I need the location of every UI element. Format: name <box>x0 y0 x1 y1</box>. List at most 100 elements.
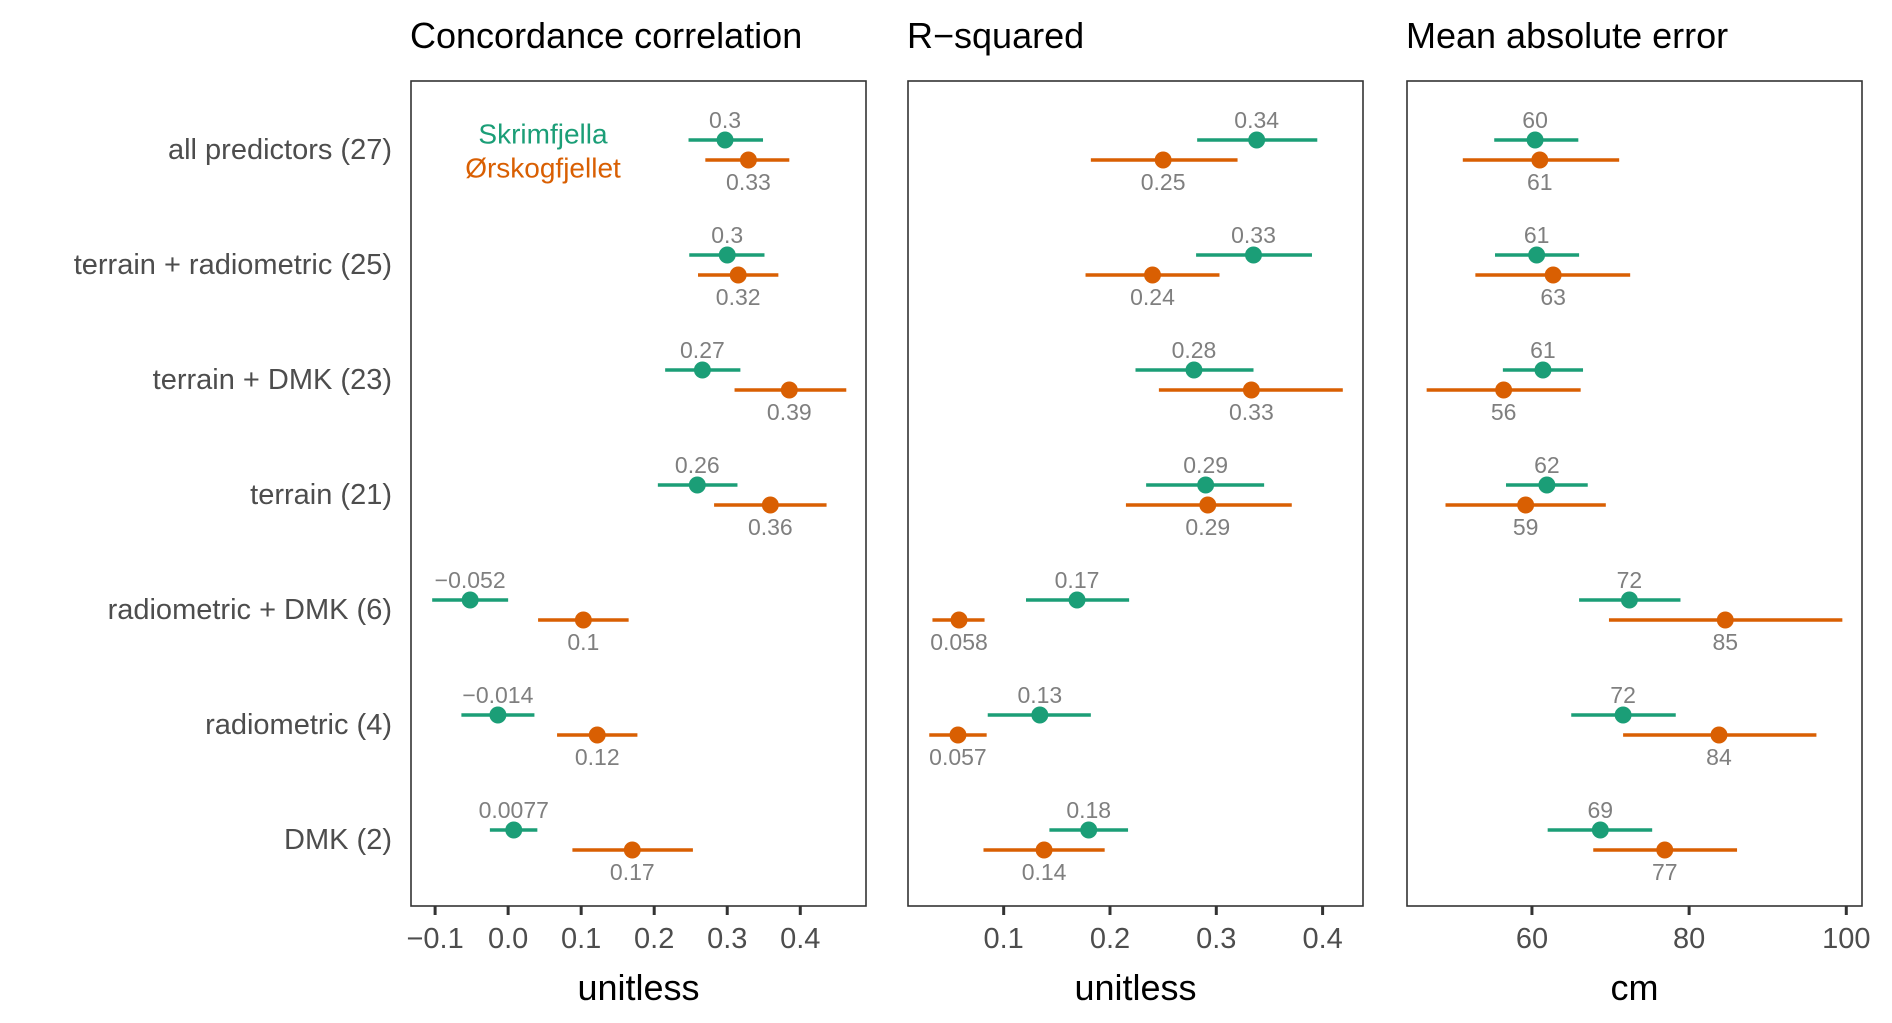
skrimfjella-estimate: 0.28 <box>1135 337 1254 379</box>
point-estimate <box>718 246 736 264</box>
value-label: 60 <box>1522 107 1548 133</box>
orskogfjellet-estimate: 0.12 <box>557 726 638 770</box>
value-label: 61 <box>1530 337 1556 363</box>
value-label: 0.28 <box>1172 337 1217 363</box>
point-estimate <box>780 381 798 399</box>
orskogfjellet-estimate: 0.057 <box>929 726 987 770</box>
x-tick-label: 80 <box>1673 923 1705 955</box>
orskogfjellet-estimate: 0.058 <box>930 611 988 655</box>
panel-frame <box>410 80 867 907</box>
value-label: 84 <box>1706 744 1732 770</box>
value-label: 77 <box>1652 859 1678 885</box>
value-label: −0.052 <box>435 567 506 593</box>
point-estimate <box>1544 266 1562 284</box>
value-label: 0.3 <box>709 107 741 133</box>
skrimfjella-estimate: −0.014 <box>461 682 535 724</box>
skrimfjella-estimate: 0.34 <box>1197 107 1318 149</box>
point-estimate <box>1031 706 1049 724</box>
panel-1: Concordance correlation −0.1 0.0 0.1 0.2 0.3 0… <box>406 15 867 1008</box>
point-estimate <box>693 361 711 379</box>
value-label: 0.39 <box>767 399 812 425</box>
orskogfjellet-estimate: 63 <box>1475 266 1631 310</box>
skrimfjella-estimate: 0.18 <box>1049 797 1129 839</box>
value-label: 0.14 <box>1022 859 1067 885</box>
value-label: 62 <box>1534 452 1560 478</box>
x-tick-label: 60 <box>1516 923 1548 955</box>
value-label: 69 <box>1588 797 1614 823</box>
point-estimate <box>1080 821 1098 839</box>
row-label: terrain (21) <box>250 479 392 511</box>
value-label: 0.17 <box>610 859 655 885</box>
x-tick-label: 0.3 <box>1196 923 1236 955</box>
row-label: terrain + DMK (23) <box>153 364 392 396</box>
point-estimate <box>1185 361 1203 379</box>
x-axis-title: unitless <box>577 967 699 1008</box>
value-label: 0.0077 <box>479 797 549 823</box>
point-estimate <box>505 821 523 839</box>
point-estimate <box>1242 381 1260 399</box>
point-estimate <box>950 611 968 629</box>
point-estimate <box>1656 841 1674 859</box>
row-label: radiometric + DMK (6) <box>108 594 392 626</box>
value-label: 0.33 <box>1229 399 1274 425</box>
row-label: all predictors (27) <box>168 134 392 166</box>
panel-3: Mean absolute error 60 80 100 cm 60 61 61 62 72 72… <box>1406 15 1870 1008</box>
row-label: DMK (2) <box>284 824 392 856</box>
skrimfjella-estimate: 0.27 <box>665 337 741 379</box>
value-label: 72 <box>1617 567 1643 593</box>
orskogfjellet-estimate: 0.33 <box>1158 381 1343 425</box>
skrimfjella-estimate: 62 <box>1506 452 1588 494</box>
value-label: 0.25 <box>1141 169 1186 195</box>
point-estimate <box>1517 496 1535 514</box>
orskogfjellet-estimate: 0.14 <box>983 841 1105 885</box>
point-estimate <box>1248 131 1266 149</box>
orskogfjellet-estimate: 0.33 <box>705 151 790 195</box>
orskogfjellet-estimate: 59 <box>1445 496 1606 540</box>
point-estimate <box>949 726 967 744</box>
skrimfjella-estimate: 0.3 <box>688 107 764 149</box>
value-label: 0.17 <box>1055 567 1100 593</box>
point-estimate <box>1620 591 1638 609</box>
value-label: 72 <box>1610 682 1636 708</box>
orskogfjellet-estimate: 61 <box>1462 151 1620 195</box>
orskogfjellet-estimate: 0.17 <box>572 841 693 885</box>
panel-title: Mean absolute error <box>1406 15 1728 56</box>
x-tick-label: 0.4 <box>1302 923 1342 955</box>
orskogfjellet-estimate: 0.32 <box>698 266 779 310</box>
x-tick-label: 0.4 <box>780 923 820 955</box>
skrimfjella-estimate: 61 <box>1495 222 1580 264</box>
value-label: 0.13 <box>1017 682 1062 708</box>
value-label: 61 <box>1527 169 1553 195</box>
panel-2: R−squared 0.1 0.2 0.3 0.4 unitless 0.34 0.33 0.2… <box>907 15 1364 1008</box>
orskogfjellet-estimate: 84 <box>1623 726 1817 770</box>
skrimfjella-estimate: 0.26 <box>657 452 738 494</box>
x-tick-label: 0.1 <box>561 923 601 955</box>
point-estimate <box>1035 841 1053 859</box>
orskogfjellet-estimate: 56 <box>1426 381 1581 425</box>
value-label: 0.24 <box>1130 284 1175 310</box>
point-estimate <box>1526 131 1544 149</box>
value-label: 0.34 <box>1234 107 1279 133</box>
orskogfjellet-estimate: 0.1 <box>538 611 629 655</box>
value-label: 56 <box>1491 399 1517 425</box>
value-label: 0.29 <box>1183 452 1228 478</box>
panel-frame <box>907 80 1364 907</box>
x-tick-label: 100 <box>1822 923 1870 955</box>
value-label: −0.014 <box>462 682 533 708</box>
point-estimate <box>1144 266 1162 284</box>
value-label: 63 <box>1540 284 1566 310</box>
point-estimate <box>1534 361 1552 379</box>
orskogfjellet-estimate: 0.36 <box>714 496 827 540</box>
skrimfjella-estimate: 0.33 <box>1196 222 1312 264</box>
point-estimate <box>623 841 641 859</box>
point-estimate <box>461 591 479 609</box>
orskogfjellet-estimate: 0.24 <box>1085 266 1220 310</box>
row-label: terrain + radiometric (25) <box>74 249 392 281</box>
skrimfjella-estimate: 0.17 <box>1026 567 1130 609</box>
value-label: 0.32 <box>716 284 761 310</box>
point-estimate <box>716 131 734 149</box>
value-label: 0.057 <box>929 744 987 770</box>
point-estimate <box>729 266 747 284</box>
